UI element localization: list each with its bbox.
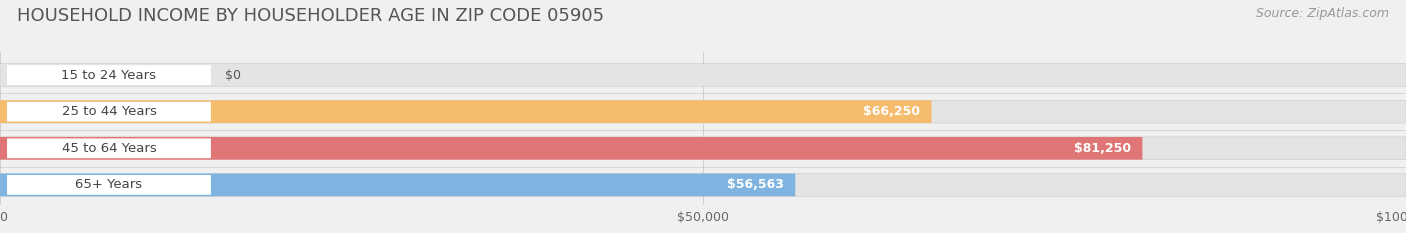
- FancyBboxPatch shape: [0, 100, 1406, 123]
- Text: 45 to 64 Years: 45 to 64 Years: [62, 142, 156, 155]
- FancyBboxPatch shape: [0, 64, 1406, 86]
- Text: $81,250: $81,250: [1074, 142, 1132, 155]
- FancyBboxPatch shape: [0, 174, 1406, 196]
- FancyBboxPatch shape: [7, 175, 211, 195]
- Text: HOUSEHOLD INCOME BY HOUSEHOLDER AGE IN ZIP CODE 05905: HOUSEHOLD INCOME BY HOUSEHOLDER AGE IN Z…: [17, 7, 605, 25]
- Text: 65+ Years: 65+ Years: [76, 178, 142, 191]
- Text: $66,250: $66,250: [863, 105, 921, 118]
- Text: $56,563: $56,563: [727, 178, 785, 191]
- Text: 15 to 24 Years: 15 to 24 Years: [62, 69, 156, 82]
- FancyBboxPatch shape: [0, 137, 1142, 160]
- FancyBboxPatch shape: [7, 102, 211, 122]
- FancyBboxPatch shape: [0, 100, 932, 123]
- FancyBboxPatch shape: [0, 137, 1406, 160]
- FancyBboxPatch shape: [0, 174, 796, 196]
- Text: $0: $0: [225, 69, 240, 82]
- FancyBboxPatch shape: [7, 65, 211, 85]
- Text: Source: ZipAtlas.com: Source: ZipAtlas.com: [1256, 7, 1389, 20]
- FancyBboxPatch shape: [7, 138, 211, 158]
- Text: 25 to 44 Years: 25 to 44 Years: [62, 105, 156, 118]
